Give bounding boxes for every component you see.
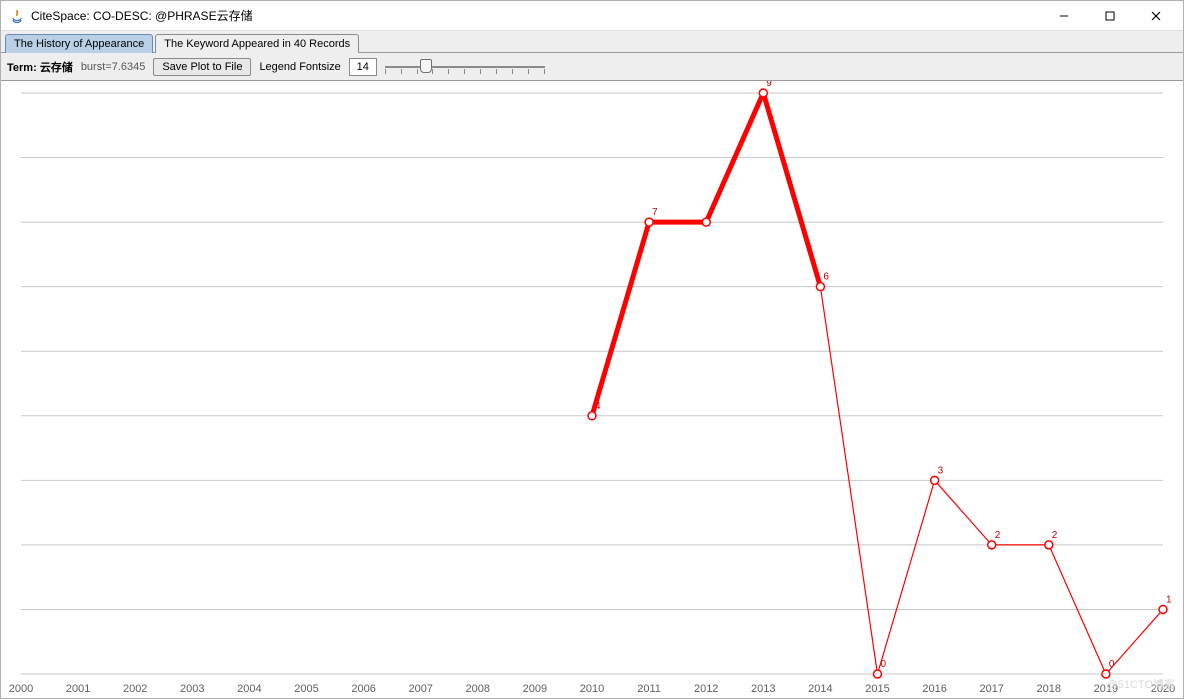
tab-keyword-records[interactable]: The Keyword Appeared in 40 Records bbox=[155, 34, 359, 53]
svg-text:2014: 2014 bbox=[808, 683, 832, 695]
svg-text:7: 7 bbox=[709, 207, 715, 218]
window-titlebar: CiteSpace: CO-DESC: @PHRASE云存储 bbox=[1, 1, 1183, 31]
appearance-history-chart: 2000200120022003200420052006200720082009… bbox=[1, 81, 1183, 698]
java-icon bbox=[9, 8, 25, 24]
svg-text:2002: 2002 bbox=[123, 683, 147, 695]
svg-text:2009: 2009 bbox=[523, 683, 547, 695]
svg-text:6: 6 bbox=[823, 272, 829, 283]
minimize-button[interactable] bbox=[1041, 1, 1087, 31]
svg-text:9: 9 bbox=[766, 81, 772, 89]
svg-text:1: 1 bbox=[1166, 594, 1172, 605]
svg-text:2: 2 bbox=[995, 530, 1001, 541]
chart-area: 2000200120022003200420052006200720082009… bbox=[1, 81, 1183, 698]
svg-text:2020: 2020 bbox=[1151, 683, 1175, 695]
tab-history-of-appearance[interactable]: The History of Appearance bbox=[5, 34, 153, 53]
toolbar: Term: 云存储 burst=7.6345 Save Plot to File… bbox=[1, 53, 1183, 81]
close-button[interactable] bbox=[1133, 1, 1179, 31]
svg-text:2010: 2010 bbox=[580, 683, 604, 695]
svg-text:2: 2 bbox=[1052, 530, 1058, 541]
svg-text:2016: 2016 bbox=[922, 683, 946, 695]
svg-text:2015: 2015 bbox=[865, 683, 889, 695]
svg-text:2011: 2011 bbox=[637, 683, 661, 695]
legend-fontsize-label: Legend Fontsize bbox=[259, 61, 340, 73]
svg-text:4: 4 bbox=[595, 401, 601, 412]
slider-thumb[interactable] bbox=[420, 59, 432, 73]
svg-text:3: 3 bbox=[938, 465, 944, 476]
svg-text:2017: 2017 bbox=[979, 683, 1003, 695]
window-title: CiteSpace: CO-DESC: @PHRASE云存储 bbox=[31, 7, 253, 24]
tab-bar: The History of Appearance The Keyword Ap… bbox=[1, 31, 1183, 53]
svg-text:2008: 2008 bbox=[466, 683, 490, 695]
svg-text:2000: 2000 bbox=[9, 683, 33, 695]
maximize-button[interactable] bbox=[1087, 1, 1133, 31]
svg-text:2003: 2003 bbox=[180, 683, 204, 695]
svg-text:7: 7 bbox=[652, 207, 658, 218]
fontsize-slider[interactable] bbox=[385, 57, 545, 77]
save-plot-button[interactable]: Save Plot to File bbox=[153, 58, 251, 76]
svg-text:0: 0 bbox=[1109, 659, 1115, 670]
burst-label: burst=7.6345 bbox=[81, 61, 146, 73]
svg-text:2007: 2007 bbox=[408, 683, 432, 695]
svg-text:2006: 2006 bbox=[351, 683, 375, 695]
term-label: Term: 云存储 bbox=[7, 59, 73, 75]
svg-text:0: 0 bbox=[881, 659, 887, 670]
svg-text:2004: 2004 bbox=[237, 683, 261, 695]
svg-text:2005: 2005 bbox=[294, 683, 318, 695]
svg-text:2019: 2019 bbox=[1094, 683, 1118, 695]
svg-text:2012: 2012 bbox=[694, 683, 718, 695]
svg-text:2013: 2013 bbox=[751, 683, 775, 695]
svg-text:2018: 2018 bbox=[1037, 683, 1061, 695]
fontsize-input[interactable] bbox=[349, 58, 377, 76]
svg-text:2001: 2001 bbox=[66, 683, 90, 695]
